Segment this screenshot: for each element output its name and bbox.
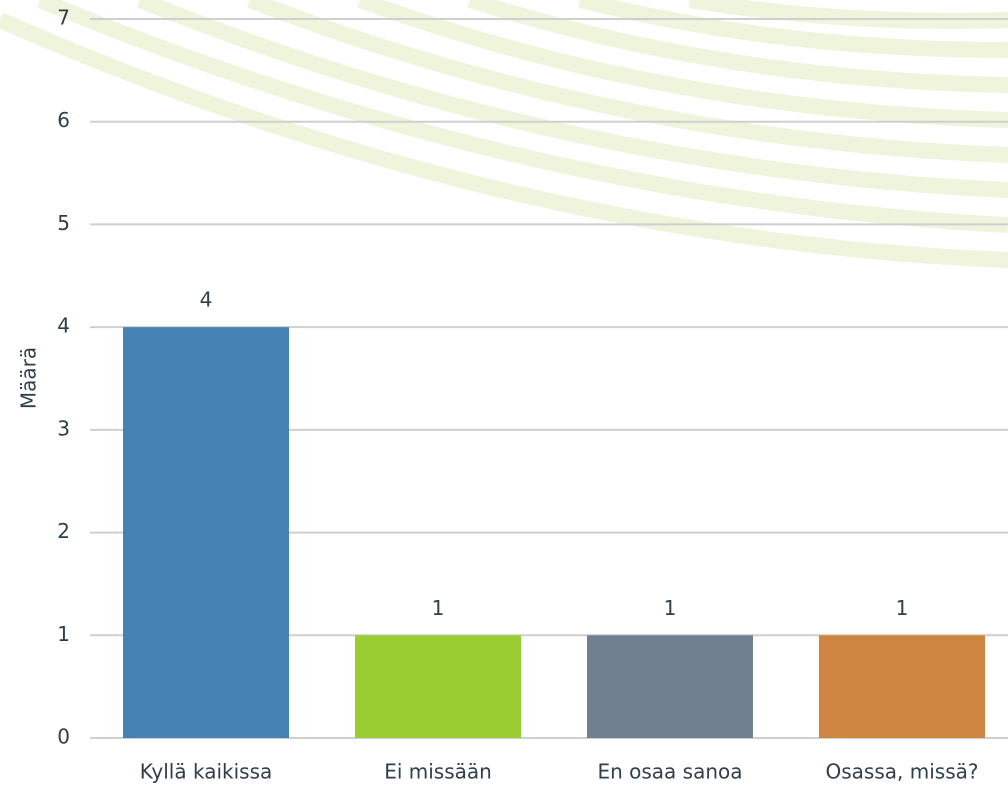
x-tick-label: En osaa sanoa — [597, 760, 742, 784]
y-axis-title: Määrä — [17, 347, 41, 409]
chart: Määrä 0 1 2 3 4 5 6 7 Kyllä kaikissa 4 Ei missään 1… — [0, 0, 1008, 789]
y-tick-label: 1 — [57, 622, 70, 646]
x-tick-label: Kyllä kaikissa — [140, 760, 273, 784]
background-decoration — [0, 0, 1008, 260]
y-tick-label: 3 — [57, 416, 70, 440]
bar — [587, 635, 753, 738]
y-tick-label: 6 — [57, 108, 70, 132]
y-tick-label: 5 — [57, 211, 70, 235]
value-label: 1 — [896, 596, 909, 620]
bar — [123, 327, 289, 738]
y-tick-label: 0 — [57, 725, 70, 749]
bar — [355, 635, 521, 738]
y-tick-label: 7 — [57, 6, 70, 30]
bar — [819, 635, 985, 738]
value-label: 1 — [432, 596, 445, 620]
y-tick-label: 2 — [57, 519, 70, 543]
value-label: 4 — [200, 288, 213, 312]
value-label: 1 — [664, 596, 677, 620]
x-tick-label: Ei missään — [384, 760, 492, 784]
x-tick-label: Osassa, missä? — [826, 760, 979, 784]
y-tick-label: 4 — [57, 314, 70, 338]
